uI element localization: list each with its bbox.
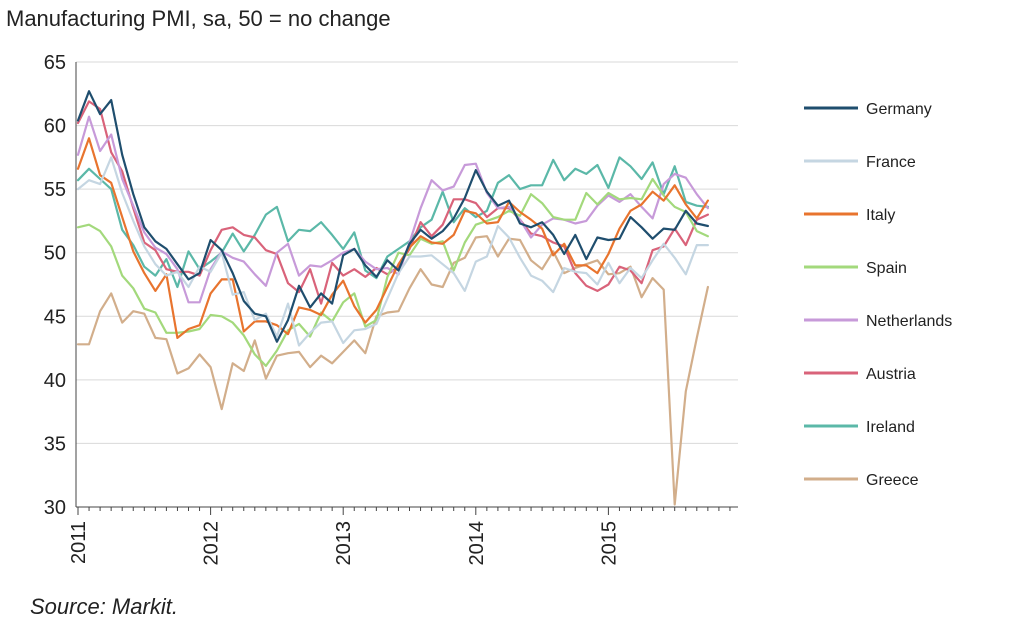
y-tick-labels: 30 35 40 45 50 55 60 65: [44, 52, 66, 519]
y-tick-label: 60: [44, 116, 66, 138]
x-tick-label: 2014: [466, 521, 488, 566]
legend-item-ireland: Ireland: [804, 419, 915, 436]
series-line-greece: [76, 235, 710, 506]
series-line-germany: [76, 90, 710, 343]
series-line-netherlands: [76, 115, 710, 304]
grid-lines: [76, 61, 738, 444]
legend-label: Germany: [866, 101, 932, 118]
legend-item-france: France: [804, 154, 916, 171]
legend-label: Greece: [866, 472, 919, 489]
x-tick-label: 2015: [598, 521, 620, 566]
series-line-france: [76, 156, 710, 347]
y-tick-label: 55: [44, 179, 66, 201]
x-tick-labels: 2011 2012 2013 2014 2015: [68, 521, 620, 566]
legend-label: Ireland: [866, 419, 915, 436]
legend-label: Italy: [866, 207, 895, 224]
y-tick-label: 40: [44, 370, 66, 392]
chart-title: Manufacturing PMI, sa, 50 = no change: [6, 6, 391, 31]
series-line-ireland: [76, 156, 710, 289]
legend-label: Netherlands: [866, 313, 952, 330]
axes: [75, 62, 738, 515]
source-note: Source: Markit.: [30, 594, 178, 619]
y-tick-label: 50: [44, 243, 66, 265]
legend-item-germany: Germany: [804, 101, 932, 118]
x-tick-label: 2012: [201, 521, 223, 566]
legend-label: France: [866, 154, 916, 171]
legend-item-netherlands: Netherlands: [804, 313, 952, 330]
x-tick-label: 2011: [68, 521, 90, 564]
y-tick-label: 30: [44, 497, 66, 519]
legend-item-italy: Italy: [804, 207, 895, 224]
legend-label: Spain: [866, 260, 907, 277]
legend-item-greece: Greece: [804, 472, 919, 489]
y-tick-label: 65: [44, 52, 66, 74]
x-tick-label: 2013: [333, 521, 355, 566]
series-lines: [76, 90, 710, 506]
y-tick-label: 35: [44, 433, 66, 455]
y-tick-label: 45: [44, 306, 66, 328]
series-line-italy: [76, 137, 710, 339]
legend-label: Austria: [866, 366, 916, 383]
legend-item-spain: Spain: [804, 260, 907, 277]
legend: Germany France Italy Spain Netherlands Austri…: [804, 101, 952, 489]
legend-item-austria: Austria: [804, 366, 916, 383]
